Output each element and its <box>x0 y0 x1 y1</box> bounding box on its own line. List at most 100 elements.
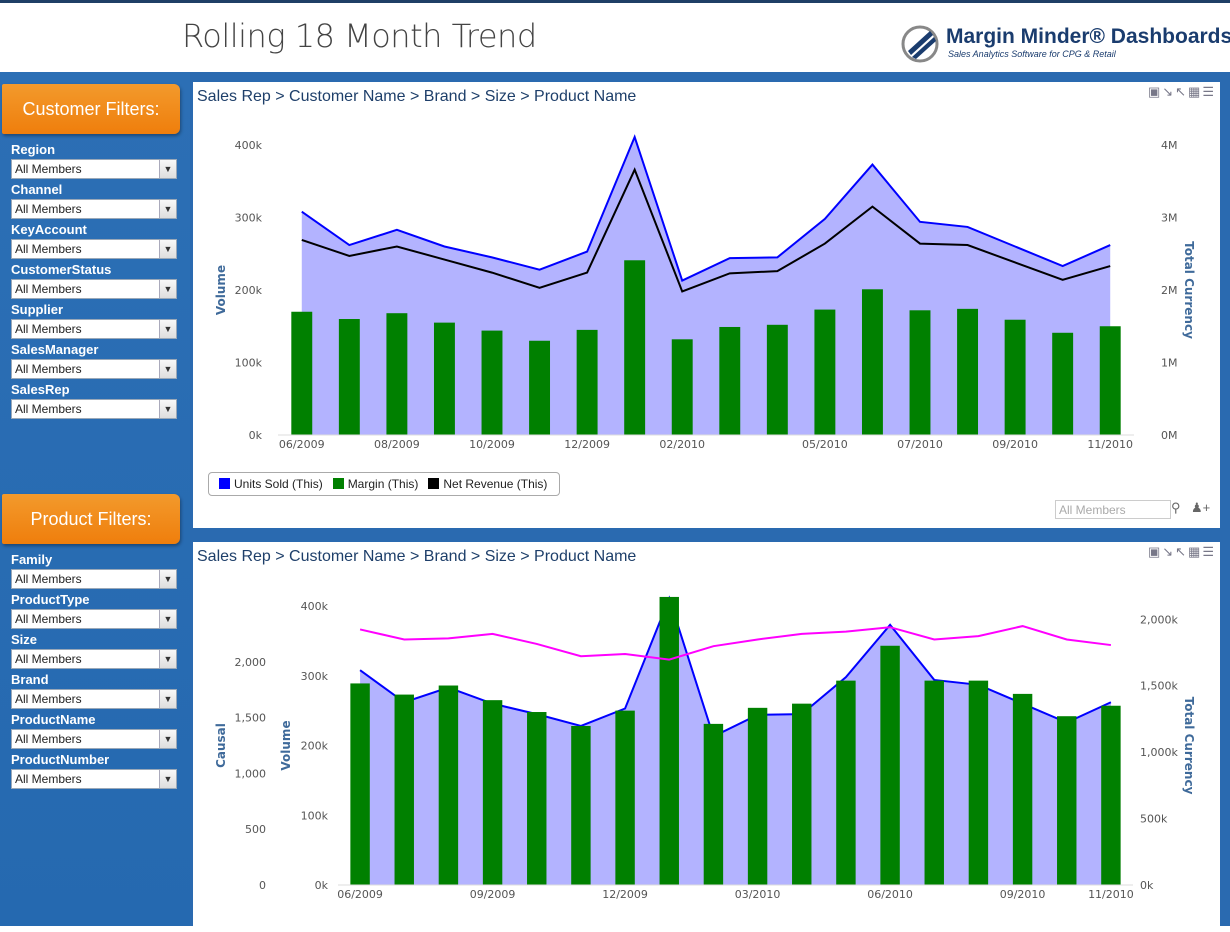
chevron-down-icon[interactable]: ▼ <box>159 730 176 748</box>
member-search-input[interactable]: All Members <box>1055 500 1171 519</box>
logo-title: Margin Minder® Dashboards <box>946 25 1230 48</box>
product-filter-select[interactable]: All Members ▼ <box>11 569 177 589</box>
customer-filter-label: Region <box>11 142 56 157</box>
drill-up-icon[interactable]: ↖ <box>1175 84 1189 99</box>
x-tick-label: 08/2009 <box>374 438 420 451</box>
y-left-tick-label: 300k <box>301 670 329 683</box>
y-left-tick-label: 0k <box>249 429 263 442</box>
chevron-down-icon[interactable]: ▼ <box>159 650 176 668</box>
select-value: All Members <box>15 732 82 746</box>
chevron-down-icon[interactable]: ▼ <box>159 360 176 378</box>
export-icon[interactable]: ▣ <box>1147 84 1163 99</box>
y-left-tick-label: 300k <box>235 212 263 225</box>
customer-filter-select[interactable]: All Members ▼ <box>11 359 177 379</box>
logo-tagline: Sales Analytics Software for CPG & Retai… <box>948 49 1116 59</box>
search-icon[interactable]: ⚲ <box>1171 500 1181 515</box>
select-value: All Members <box>15 612 82 626</box>
y-right-tick-label: 1,000k <box>1140 746 1178 759</box>
product-filter-label: ProductType <box>11 592 90 607</box>
customer-filter-select[interactable]: All Members ▼ <box>11 319 177 339</box>
chevron-down-icon[interactable]: ▼ <box>159 610 176 628</box>
bar <box>350 683 370 885</box>
chart-legend: Units Sold (This) Margin (This) Net Revenu… <box>208 472 561 496</box>
x-tick-label: 11/2010 <box>1088 888 1134 901</box>
customer-filter-select[interactable]: All Members ▼ <box>11 399 177 419</box>
y-far-left-tick-label: 2,000 <box>235 656 267 669</box>
x-tick-label: 02/2010 <box>659 438 705 451</box>
customer-filter-select[interactable]: All Members ▼ <box>11 239 177 259</box>
product-filter-select[interactable]: All Members ▼ <box>11 729 177 749</box>
y-right-tick-label: 0k <box>1140 879 1154 892</box>
bar <box>1052 332 1074 435</box>
add-user-icon[interactable]: ♟+ <box>1191 500 1211 515</box>
chevron-down-icon[interactable]: ▼ <box>159 240 176 258</box>
x-tick-label: 06/2009 <box>337 888 383 901</box>
chevron-down-icon[interactable]: ▼ <box>159 690 176 708</box>
legend-swatch <box>332 478 344 489</box>
x-tick-label: 09/2010 <box>1000 888 1046 901</box>
x-tick-label: 12/2009 <box>602 888 648 901</box>
grid-icon[interactable]: ▦ <box>1188 544 1203 559</box>
legend-label: Net Revenue (This) <box>443 477 548 491</box>
y-right-tick-label: 2,000k <box>1140 613 1178 626</box>
customer-filter-select[interactable]: All Members ▼ <box>11 279 177 299</box>
y-far-left-tick-label: 0 <box>259 879 266 892</box>
export-icon[interactable]: ▣ <box>1147 544 1163 559</box>
page-title: Rolling 18 Month Trend <box>182 17 537 55</box>
select-value: All Members <box>15 202 82 216</box>
product-filter-label: Family <box>11 552 53 567</box>
bar <box>481 330 503 435</box>
chevron-down-icon[interactable]: ▼ <box>159 160 176 178</box>
chevron-down-icon[interactable]: ▼ <box>159 570 176 588</box>
y-right-tick-label: 1M <box>1161 357 1178 370</box>
select-value: All Members <box>15 692 82 706</box>
x-tick-label: 10/2009 <box>469 438 515 451</box>
bar <box>659 596 679 885</box>
area-series-fill <box>360 598 1111 885</box>
x-tick-label: 11/2010 <box>1087 438 1133 451</box>
chevron-down-icon[interactable]: ▼ <box>159 770 176 788</box>
product-filter-label: ProductNumber <box>11 752 110 767</box>
legend-label: Units Sold (This) <box>234 477 323 491</box>
product-filter-select[interactable]: All Members ▼ <box>11 769 177 789</box>
chevron-down-icon[interactable]: ▼ <box>159 400 176 418</box>
drill-down-icon[interactable]: ↘ <box>1162 84 1176 99</box>
chevron-down-icon[interactable]: ▼ <box>159 320 176 338</box>
select-value: All Members <box>15 772 82 786</box>
chevron-down-icon[interactable]: ▼ <box>159 200 176 218</box>
chart-2: 0k 100k 200k 300k 400k 0k 500k 1,000k 1,500k 2,00… <box>214 595 1196 901</box>
legend-item[interactable]: Net Revenue (This) <box>424 477 553 491</box>
product-filter-select[interactable]: All Members ▼ <box>11 689 177 709</box>
chart-panel-1: Sales Rep > Customer Name > Brand > Size… <box>193 82 1220 528</box>
bar <box>836 680 856 885</box>
breadcrumb[interactable]: Sales Rep > Customer Name > Brand > Size… <box>197 88 637 105</box>
customer-filter-select[interactable]: All Members ▼ <box>11 199 177 219</box>
chevron-down-icon[interactable]: ▼ <box>159 280 176 298</box>
select-value: All Members <box>15 322 82 336</box>
line-series <box>359 625 1112 661</box>
y-right-tick-label: 4M <box>1161 139 1178 152</box>
bar <box>529 340 551 435</box>
bar <box>1099 326 1121 435</box>
customer-filter-select[interactable]: All Members ▼ <box>11 159 177 179</box>
legend-item[interactable]: Units Sold (This) <box>215 477 329 491</box>
drill-down-icon[interactable]: ↘ <box>1162 544 1176 559</box>
menu-icon[interactable]: ☰ <box>1202 544 1216 559</box>
legend-item[interactable]: Margin (This) <box>329 477 425 491</box>
breadcrumb[interactable]: Sales Rep > Customer Name > Brand > Size… <box>197 548 637 565</box>
product-filter-label: ProductName <box>11 712 96 727</box>
panel-toolbar: ▣↘↖▦☰ <box>1148 84 1216 100</box>
product-filter-select[interactable]: All Members ▼ <box>11 649 177 669</box>
panel-toolbar: ▣↘↖▦☰ <box>1148 544 1216 560</box>
product-filters-heading: Product Filters: <box>2 494 180 544</box>
logo: Margin Minder® Dashboards Sales Analytic… <box>900 23 1230 69</box>
bar <box>482 700 503 885</box>
y-right-axis-title: Total Currency <box>1182 241 1196 339</box>
grid-icon[interactable]: ▦ <box>1188 84 1203 99</box>
x-tick-label: 03/2010 <box>735 888 781 901</box>
drill-up-icon[interactable]: ↖ <box>1175 544 1189 559</box>
bar <box>861 289 883 435</box>
bar <box>792 703 812 885</box>
menu-icon[interactable]: ☰ <box>1202 84 1216 99</box>
product-filter-select[interactable]: All Members ▼ <box>11 609 177 629</box>
